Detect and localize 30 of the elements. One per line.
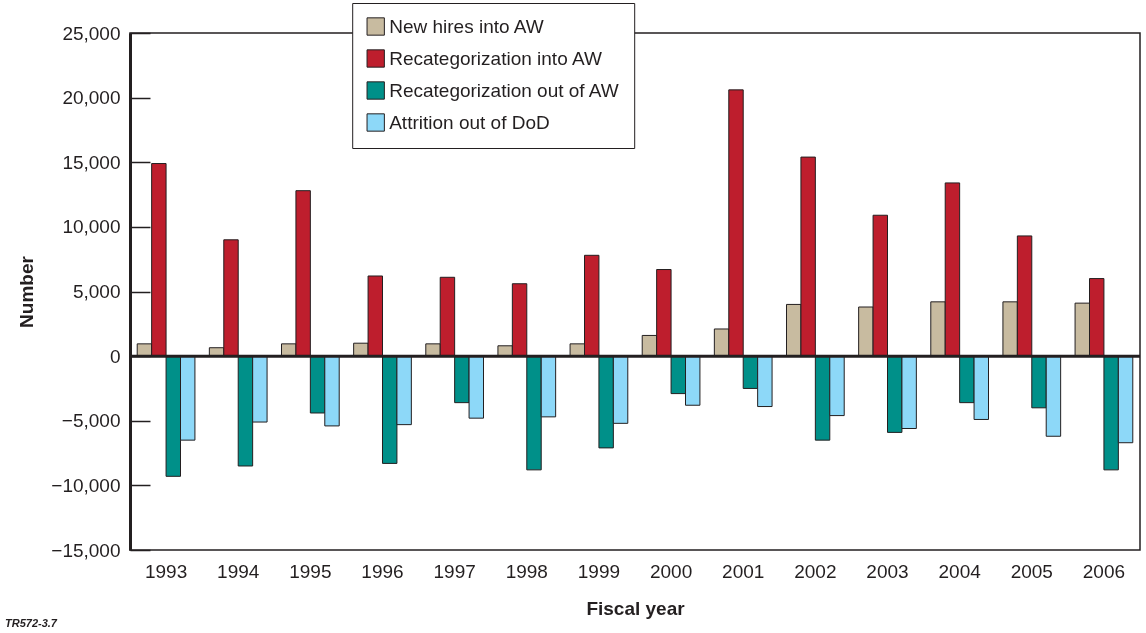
legend-label: New hires into AW	[389, 15, 544, 37]
x-tick-label: 1994	[217, 560, 260, 582]
x-tick-label: 1998	[505, 560, 548, 582]
y-tick-label: 25,000	[62, 22, 121, 44]
y-tick-label: −5,000	[61, 410, 121, 432]
y-axis-title: Number	[16, 255, 38, 328]
y-tick-label: 0	[109, 345, 121, 367]
x-tick-label: 2006	[1082, 560, 1126, 582]
x-tick-label: 2004	[938, 560, 982, 582]
y-tick-label: 15,000	[62, 151, 121, 173]
text: TR572-3.7	[5, 617, 58, 629]
x-tick-label: 2001	[722, 560, 765, 582]
x-tick-label: 2003	[866, 560, 909, 582]
x-tick-label: 1997	[433, 560, 476, 582]
x-tick-label: 2002	[794, 560, 837, 582]
x-tick-label: 2000	[649, 560, 693, 582]
y-tick-label: 5,000	[72, 281, 121, 302]
y-tick-label: 20,000	[62, 87, 121, 109]
y-tick-label: −10,000	[51, 474, 121, 496]
x-tick-label: 2005	[1010, 560, 1053, 582]
y-tick-label: −15,000	[51, 539, 121, 561]
x-tick-label: 1995	[289, 560, 332, 582]
x-tick-label: 1996	[361, 560, 404, 582]
x-tick-label: 1993	[144, 560, 188, 582]
legend-label: Recategorization out of AW	[389, 79, 619, 101]
legend-label: Recategorization into AW	[389, 47, 602, 69]
x-axis-title: Fiscal year	[586, 597, 686, 619]
x-tick-label: 1999	[577, 560, 621, 582]
y-tick-label: 10,000	[62, 216, 121, 238]
legend-label: Attrition out of DoD	[389, 111, 550, 133]
